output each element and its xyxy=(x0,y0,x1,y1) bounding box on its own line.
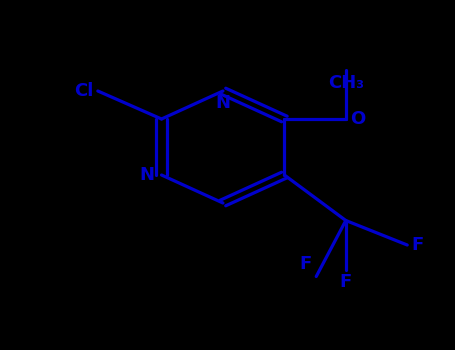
Text: N: N xyxy=(216,94,230,112)
Text: CH₃: CH₃ xyxy=(328,74,364,91)
Text: F: F xyxy=(340,273,352,291)
Text: O: O xyxy=(350,110,366,128)
Text: F: F xyxy=(412,236,424,254)
Text: F: F xyxy=(299,255,312,273)
Text: N: N xyxy=(140,166,155,184)
Text: Cl: Cl xyxy=(74,82,93,100)
